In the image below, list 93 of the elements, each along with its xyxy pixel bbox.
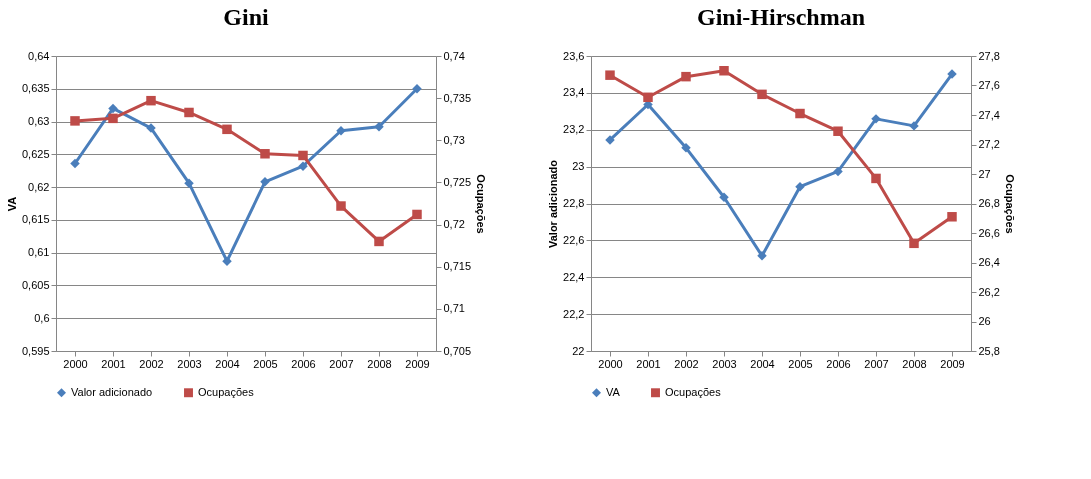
y2-tick-label: 27,2 [978,138,1000,150]
y-tick-label: 22,6 [563,233,585,246]
point [719,66,729,76]
y-tick-label: 23,6 [563,49,585,62]
point [871,173,881,184]
y2-tick-label: 26,4 [978,256,1000,268]
point [833,126,843,136]
legend-label: Ocupações [198,385,255,398]
y2-tick-label: 25,8 [978,344,1000,357]
point [412,209,422,220]
x-tick-label: 2005 [788,357,813,370]
y2-tick-label: 27,6 [978,79,1000,91]
y2-axis-title: Ocupações [1003,174,1016,234]
y2-tick-label: 0,735 [443,91,472,104]
x-tick-label: 2004 [750,357,775,370]
x-tick-label: 2007 [864,357,889,370]
point [260,149,270,159]
x-tick-label: 2008 [367,357,392,370]
x-tick-label: 2005 [253,357,278,370]
x-tick-label: 2008 [902,357,927,370]
x-tick-label: 2003 [177,357,202,370]
chart-title: Gini [223,4,269,30]
y2-tick-label: 26,8 [978,197,1000,209]
y-tick-label: 23,2 [563,123,585,136]
x-tick-label: 2009 [940,357,965,370]
y2-tick-label: 0,705 [443,344,472,357]
x-tick-label: 2002 [674,357,699,370]
chart-title: Gini-Hirschman [696,4,866,30]
legend-label: Ocupações [665,385,722,398]
y2-tick-label: 0,71 [443,302,465,315]
y-tick-label: 22 [572,344,585,357]
x-tick-label: 2000 [598,357,623,370]
point [833,166,843,177]
y2-tick-label: 27,4 [978,108,1000,121]
y2-axis-title: Ocupações [475,174,488,234]
point [795,108,805,119]
y-tick-label: 22,4 [563,270,585,283]
y-tick-label: 0,63 [28,115,50,128]
point [757,89,767,100]
point [909,238,919,249]
point [108,103,118,114]
point [298,150,308,161]
y-tick-label: 0,6 [34,311,50,324]
x-tick-label: 2006 [291,357,316,370]
point [681,71,691,82]
x-tick-label: 2001 [636,357,661,370]
point [795,181,805,192]
y2-tick-label: 27,8 [978,49,1000,62]
y2-tick-label: 0,73 [443,133,465,146]
y-tick-label: 0,64 [28,49,50,62]
legend-label: Valor adicionado [71,385,153,398]
point [222,124,232,135]
point [70,116,80,126]
y-axis-title: Valor adicionado [547,159,560,249]
point [146,95,156,106]
y-tick-label: 0,62 [28,180,50,193]
y-tick-label: 0,595 [21,344,50,357]
x-tick-label: 2009 [405,357,430,370]
point [70,158,80,169]
y2-tick-label: 27 [978,167,991,180]
y2-tick-label: 0,74 [443,49,465,62]
y2-tick-label: 26 [978,315,991,327]
point [643,92,653,103]
y-tick-label: 0,635 [21,82,50,95]
y-tick-label: 0,615 [21,213,50,226]
point [336,125,346,136]
legend-label: VA [606,385,621,398]
point [108,113,118,124]
point [336,201,346,211]
x-tick-label: 2004 [215,357,240,370]
y-tick-label: 23,4 [563,86,585,99]
y-tick-label: 23 [572,160,585,173]
y2-tick-label: 26,6 [978,226,1000,239]
x-tick-label: 2006 [826,357,851,370]
y-axis-title: VA [5,196,18,212]
y2-tick-label: 0,72 [443,218,465,231]
point [947,212,957,222]
x-tick-label: 2003 [712,357,737,370]
y-tick-label: 0,625 [21,147,50,160]
y2-tick-label: 0,725 [443,175,472,188]
x-tick-label: 2000 [63,357,88,370]
x-tick-label: 2007 [329,357,354,370]
y2-tick-label: 26,2 [978,285,1000,298]
point [374,236,384,247]
point [605,70,615,80]
y-tick-label: 0,61 [28,246,50,259]
x-tick-label: 2001 [101,357,126,370]
y-tick-label: 0,605 [21,278,50,291]
y-tick-label: 22,8 [563,197,585,209]
point [184,107,194,118]
y-tick-label: 22,2 [563,307,585,320]
x-tick-label: 2002 [139,357,164,370]
y2-tick-label: 0,715 [443,260,472,273]
